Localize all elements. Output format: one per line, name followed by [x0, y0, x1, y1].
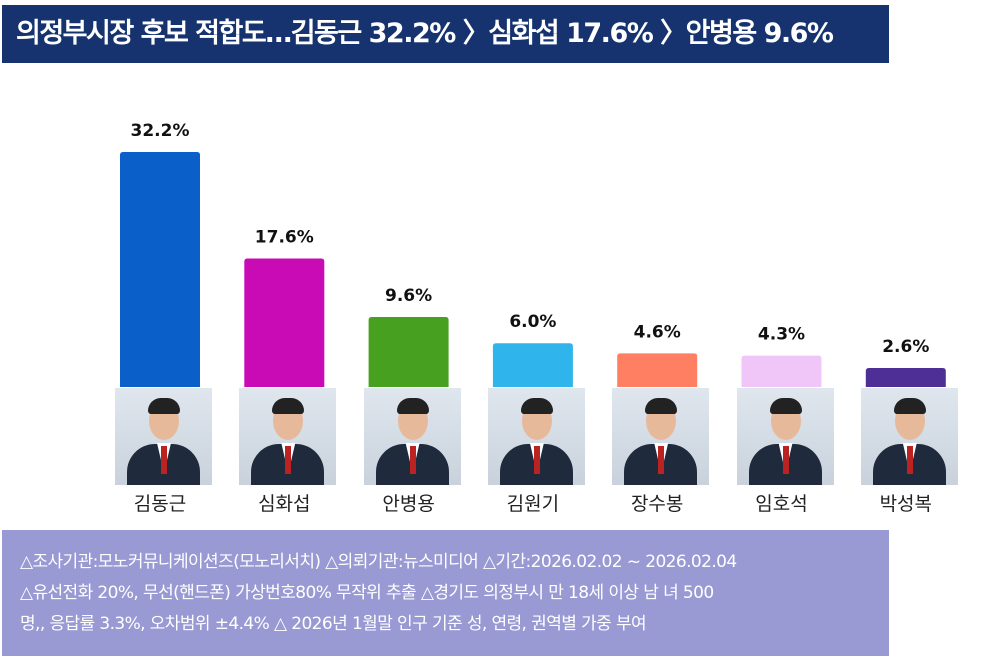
category-label: 김원기 — [506, 493, 560, 515]
category-label: 임호석 — [755, 493, 808, 515]
bar-chart: 32.2% 17.6% 9.6% 6.0% 4.6% 4.3% 2.6% — [120, 121, 946, 387]
survey-note-line: 명,, 응답률 3.3%, 오차범위 ±4.4% △ 2026년 1월말 인구 … — [20, 614, 647, 634]
category-label: 박성복 — [879, 493, 933, 515]
candidate-photo — [363, 388, 461, 485]
candidate-photo — [239, 388, 337, 485]
candidate-photo — [736, 388, 834, 485]
bar-7 — [865, 368, 946, 387]
data-label: 32.2% — [131, 121, 190, 141]
bar-4 — [492, 343, 573, 387]
category-label: 김동근 — [133, 493, 187, 515]
candidate-photo — [860, 388, 958, 485]
candidate-photo — [115, 388, 212, 485]
data-label: 4.6% — [634, 322, 681, 342]
bar-2 — [244, 258, 325, 387]
data-label: 2.6% — [882, 337, 929, 357]
data-label: 6.0% — [509, 312, 556, 332]
category-label: 장수봉 — [630, 493, 684, 515]
data-label: 4.3% — [758, 325, 805, 345]
category-label: 심화섭 — [258, 493, 311, 515]
bar-6 — [741, 355, 822, 387]
bar-3 — [368, 316, 449, 387]
bar-5 — [617, 353, 698, 387]
page-title: 의정부시장 후보 적합도…김동근 32.2% 〉심화섭 17.6% 〉안병용 9… — [2, 5, 889, 63]
survey-notes: △조사기관:모노커뮤니케이션즈(모노리서치) △의뢰기관:뉴스미디어 △기간:2… — [2, 530, 889, 656]
survey-note-line: △유선전화 20%, 무선(핸드폰) 가상번호80% 무작위 추출 △경기도 의… — [20, 583, 714, 603]
candidate-photo — [612, 388, 710, 485]
category-label: 안병용 — [382, 493, 435, 515]
survey-note-line: △조사기관:모노커뮤니케이션즈(모노리서치) △의뢰기관:뉴스미디어 △기간:2… — [20, 552, 737, 572]
candidate-photo — [487, 388, 585, 485]
data-label: 17.6% — [255, 228, 314, 248]
data-label: 9.6% — [385, 286, 432, 306]
bar-1 — [120, 152, 200, 387]
